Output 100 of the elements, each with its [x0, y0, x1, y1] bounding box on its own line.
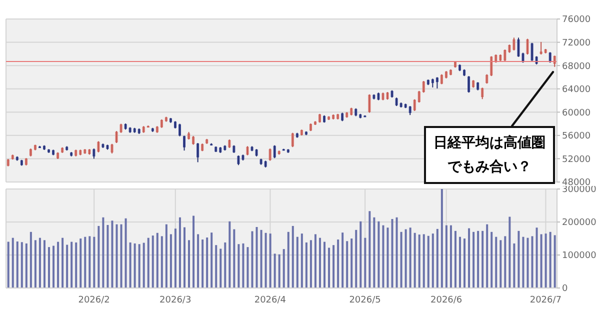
bar: [138, 244, 140, 288]
bar: [477, 230, 480, 288]
y-tick-label: 100000: [562, 251, 597, 262]
bar: [147, 238, 150, 288]
bar: [264, 232, 267, 288]
bar: [472, 232, 475, 288]
y-tick-label: 0: [562, 284, 568, 294]
bar: [296, 236, 298, 288]
bar: [445, 225, 448, 288]
bar: [427, 236, 430, 288]
bar: [174, 228, 176, 288]
bar: [57, 242, 60, 288]
bar: [549, 232, 552, 288]
bar: [382, 225, 384, 288]
bar: [124, 218, 127, 288]
bar: [328, 248, 330, 288]
bar: [142, 242, 145, 288]
bar: [16, 241, 18, 288]
bar: [440, 189, 443, 288]
bar: [98, 226, 100, 288]
bar: [75, 242, 78, 288]
x-tick-label: 2026/6: [430, 295, 462, 306]
bar: [490, 232, 493, 288]
bar: [102, 217, 104, 288]
bar: [486, 224, 488, 288]
bar: [111, 220, 114, 288]
bar: [500, 240, 502, 288]
bar: [531, 236, 534, 288]
bar: [346, 241, 348, 288]
bar: [400, 232, 402, 288]
bar: [52, 246, 55, 288]
bar: [342, 232, 344, 288]
bar: [332, 245, 335, 288]
bar: [256, 226, 258, 288]
bar: [422, 234, 425, 288]
y-tick-label: 200000: [562, 218, 597, 228]
bar: [454, 230, 456, 288]
bar: [396, 217, 398, 288]
bar: [233, 229, 236, 288]
bar: [120, 224, 122, 288]
bar: [458, 236, 461, 288]
bar: [38, 238, 41, 288]
bar: [210, 232, 213, 288]
x-tick-label: 2026/5: [349, 295, 381, 306]
bar: [160, 236, 163, 288]
bar: [300, 234, 303, 288]
bar: [544, 234, 547, 288]
bar: [513, 243, 516, 288]
bar: [391, 219, 394, 288]
bar: [324, 242, 326, 288]
bar: [504, 236, 506, 288]
x-tick-label: 2026/3: [160, 295, 192, 306]
bar: [215, 245, 218, 288]
bar: [183, 227, 186, 288]
bar: [386, 228, 389, 288]
bar: [274, 254, 276, 288]
y-tick-label: 68000: [562, 62, 591, 72]
bar: [66, 244, 68, 288]
bar: [188, 240, 190, 288]
bar: [414, 232, 416, 288]
bar: [522, 236, 524, 288]
x-tick-label: 2026/2: [78, 295, 110, 306]
bar: [62, 238, 64, 288]
bar: [554, 235, 556, 288]
bar: [314, 234, 316, 288]
bar: [526, 238, 529, 288]
bar: [495, 236, 498, 288]
bar: [30, 232, 32, 288]
bar: [536, 228, 538, 288]
bar: [508, 216, 511, 288]
bar: [34, 240, 36, 288]
bar: [482, 230, 484, 288]
bar: [404, 229, 407, 288]
bar: [170, 234, 172, 288]
bar: [12, 238, 14, 288]
bar: [88, 236, 91, 288]
bar: [368, 211, 371, 288]
bar: [192, 216, 195, 288]
bar: [260, 230, 262, 288]
bar: [518, 230, 520, 288]
bar: [116, 224, 118, 288]
bar: [464, 238, 466, 288]
bar: [432, 234, 434, 288]
bar: [278, 254, 280, 288]
bar: [355, 230, 358, 288]
bar: [242, 243, 244, 288]
y-tick-label: 56000: [562, 132, 591, 142]
bar: [70, 242, 73, 288]
bar: [238, 244, 240, 288]
bar: [206, 238, 208, 288]
bar: [93, 236, 96, 288]
bar: [364, 238, 366, 288]
y-tick-label: 52000: [562, 154, 591, 165]
bar: [165, 224, 168, 288]
bar: [246, 247, 249, 288]
annotation: 日経平均は高値圏でもみ合い？: [432, 134, 546, 177]
candlestick: [540, 41, 542, 56]
bar: [305, 242, 308, 288]
bar: [228, 221, 231, 288]
y-tick-label: 72000: [562, 38, 591, 48]
